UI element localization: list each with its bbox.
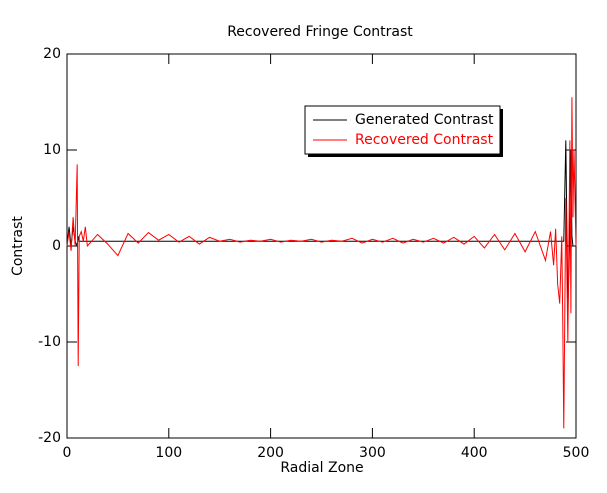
x-tick-label: 300 xyxy=(359,445,386,461)
y-tick-label: 20 xyxy=(43,46,61,62)
y-tick-label: 0 xyxy=(52,238,61,254)
x-tick-label: 200 xyxy=(257,445,284,461)
chart-title: Recovered Fringe Contrast xyxy=(227,24,413,40)
legend-label: Generated Contrast xyxy=(355,112,494,128)
x-tick-label: 100 xyxy=(155,445,182,461)
x-tick-label: 0 xyxy=(63,445,72,461)
x-tick-label: 500 xyxy=(563,445,590,461)
x-tick-label: 400 xyxy=(461,445,488,461)
y-tick-label: 10 xyxy=(43,142,61,158)
y-axis-label: Contrast xyxy=(10,216,26,276)
legend-box xyxy=(304,105,501,155)
data-line xyxy=(66,97,577,429)
y-tick-label: -10 xyxy=(38,334,61,350)
legend-label: Recovered Contrast xyxy=(355,132,494,148)
x-axis-label: Radial Zone xyxy=(280,460,363,476)
y-tick-label: -20 xyxy=(38,430,61,446)
